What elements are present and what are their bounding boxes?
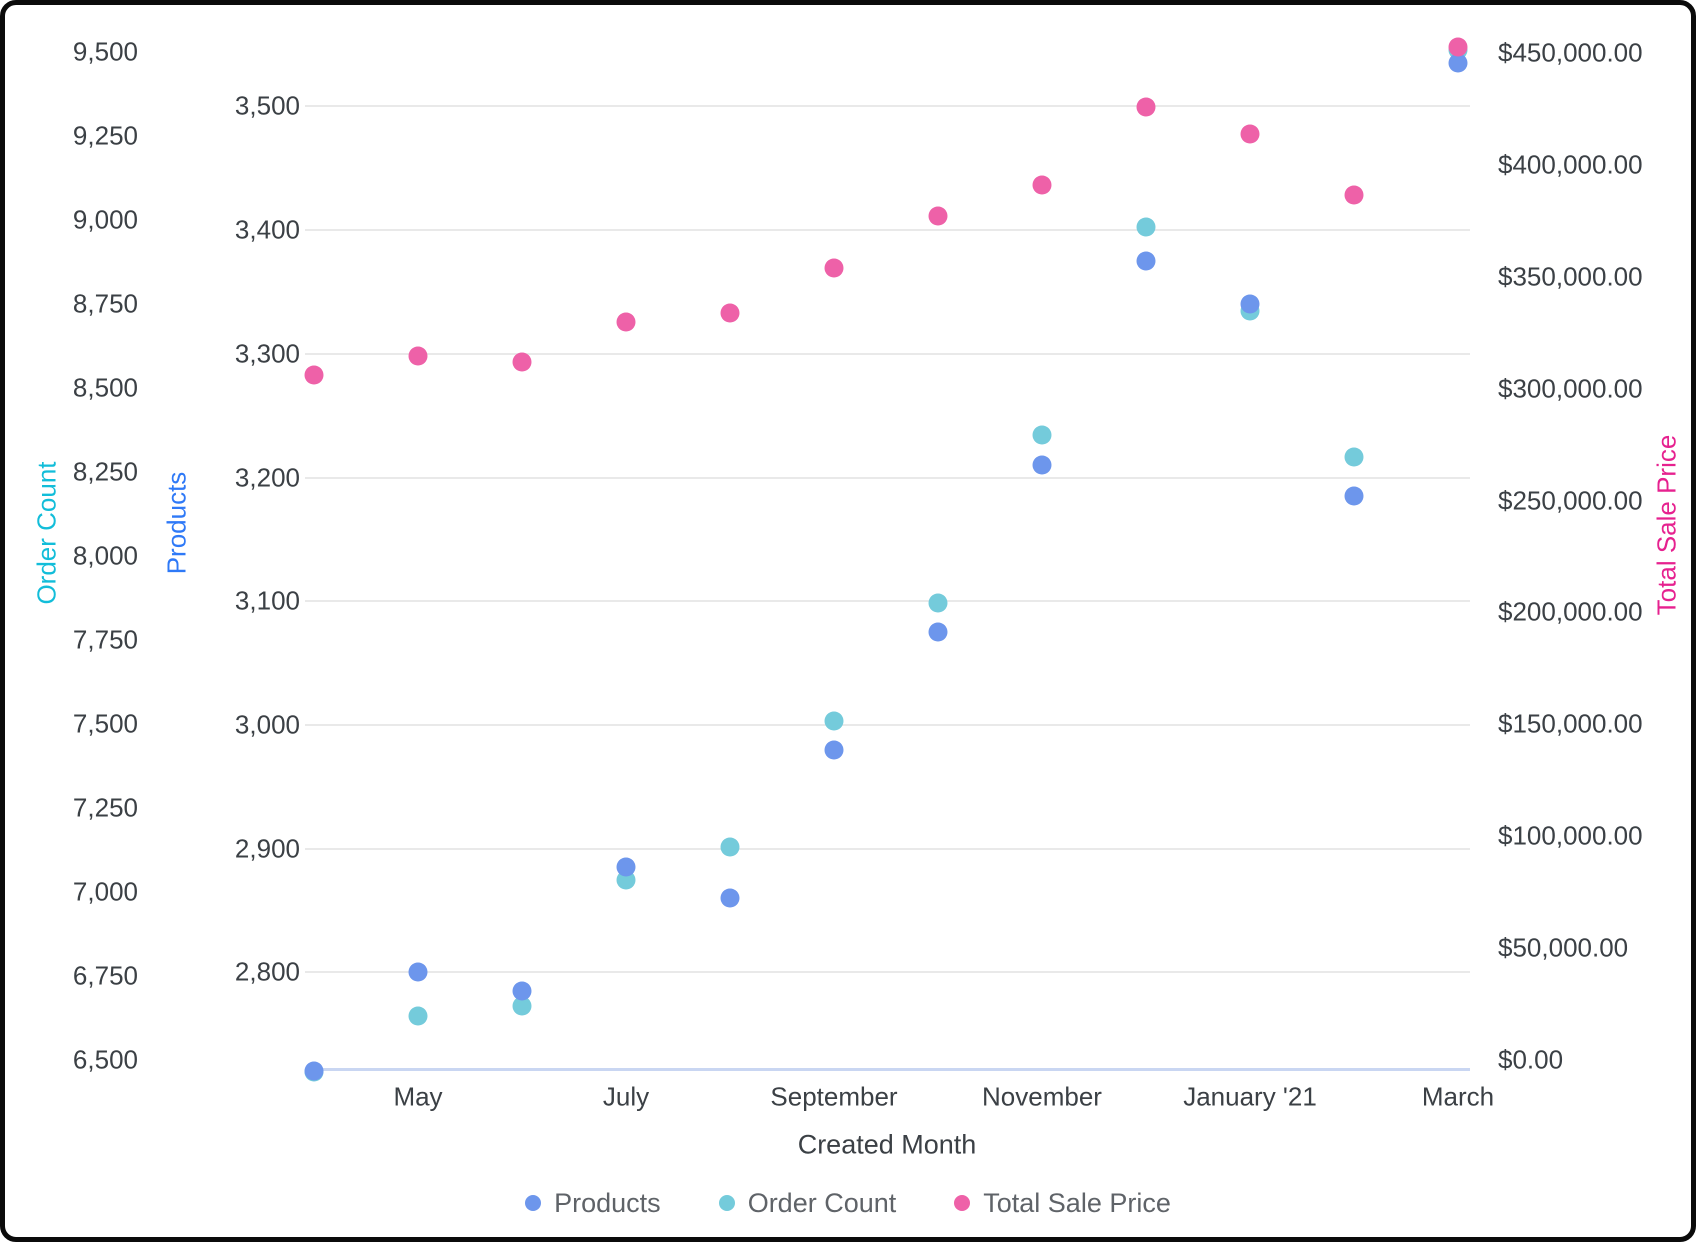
legend-item-order-count[interactable]: Order Count [718, 1187, 897, 1219]
order_count-tick-label: 6,500 [72, 1044, 138, 1075]
data-point-total_sale_price[interactable] [1448, 37, 1468, 57]
order_count-tick-label: 9,000 [72, 204, 138, 235]
x-axis-title: Created Month [797, 1129, 977, 1160]
data-point-total_sale_price[interactable] [512, 352, 532, 372]
gridline [305, 723, 1470, 726]
data-point-order_count[interactable] [1032, 425, 1052, 445]
legend-marker-icon [954, 1195, 971, 1211]
total_sale_price-tick-label: $450,000.00 [1498, 37, 1643, 68]
gridline [305, 476, 1470, 479]
data-point-products[interactable] [1032, 455, 1052, 475]
legend-label: Order Count [747, 1187, 897, 1218]
products-tick-label: 2,900 [234, 833, 300, 864]
x-axis-tick-label: September [770, 1081, 898, 1112]
legend: Products Order Count Total Sale Price [5, 1183, 1691, 1223]
x-axis-tick-label: March [1421, 1081, 1495, 1112]
total_sale_price-tick-label: $100,000.00 [1498, 820, 1643, 851]
data-point-order_count[interactable] [824, 711, 844, 731]
x-axis-tick-label: November [982, 1081, 1102, 1112]
data-point-products[interactable] [1448, 53, 1468, 73]
data-point-products[interactable] [1136, 251, 1156, 271]
data-point-total_sale_price[interactable] [1032, 175, 1052, 195]
order_count-tick-label: 8,500 [72, 372, 138, 403]
data-point-products[interactable] [304, 1061, 324, 1081]
data-point-order_count[interactable] [408, 1006, 428, 1026]
total_sale_price-tick-label: $0.00 [1498, 1044, 1564, 1075]
gridline [305, 600, 1470, 603]
legend-item-total-sale-price[interactable]: Total Sale Price [954, 1188, 1171, 1219]
total_sale_price-tick-label: $250,000.00 [1498, 485, 1643, 516]
order-count-axis-title: Order Count [31, 461, 62, 605]
total-sale-price-axis-title: Total Sale Price [1651, 434, 1682, 616]
data-point-order_count[interactable] [720, 837, 740, 857]
products-tick-label: 3,100 [234, 585, 300, 616]
data-point-products[interactable] [720, 888, 740, 908]
x-axis-tick-label: May [393, 1081, 443, 1112]
order_count-tick-label: 7,000 [72, 876, 138, 907]
data-point-products[interactable] [616, 857, 636, 877]
products-axis-title: Products [161, 471, 192, 575]
gridline [305, 971, 1470, 974]
order_count-tick-label: 9,500 [72, 36, 138, 67]
order_count-tick-label: 9,250 [72, 120, 138, 151]
data-point-products[interactable] [408, 962, 428, 982]
gridline [305, 229, 1470, 232]
data-point-products[interactable] [928, 622, 948, 642]
order_count-tick-label: 8,750 [72, 288, 138, 319]
data-point-products[interactable] [1344, 486, 1364, 506]
products-tick-label: 2,800 [234, 956, 300, 987]
total_sale_price-tick-label: $200,000.00 [1498, 596, 1643, 627]
data-point-total_sale_price[interactable] [1344, 185, 1364, 205]
order_count-tick-label: 8,250 [72, 456, 138, 487]
gridline [305, 105, 1470, 108]
data-point-products[interactable] [824, 740, 844, 760]
order_count-tick-label: 7,750 [72, 624, 138, 655]
x-axis-tick-label: January '21 [1183, 1081, 1317, 1112]
data-point-order_count[interactable] [1344, 447, 1364, 467]
data-point-total_sale_price[interactable] [720, 303, 740, 323]
products-tick-label: 3,300 [234, 338, 300, 369]
order_count-tick-label: 7,500 [72, 708, 138, 739]
products-tick-label: 3,400 [234, 214, 300, 245]
data-point-products[interactable] [512, 981, 532, 1001]
total_sale_price-tick-label: $300,000.00 [1498, 373, 1643, 404]
x-axis-tick-label: July [602, 1081, 650, 1112]
total_sale_price-tick-label: $350,000.00 [1498, 261, 1643, 292]
data-point-order_count[interactable] [512, 996, 532, 1016]
products-tick-label: 3,200 [234, 462, 300, 493]
gridline [305, 847, 1470, 850]
data-point-total_sale_price[interactable] [304, 365, 324, 385]
legend-item-products[interactable]: Products [525, 1188, 661, 1219]
data-point-total_sale_price[interactable] [928, 206, 948, 226]
legend-marker-icon [525, 1195, 542, 1211]
data-point-total_sale_price[interactable] [616, 312, 636, 332]
products-tick-label: 3,500 [234, 90, 300, 121]
order_count-tick-label: 8,000 [72, 540, 138, 571]
total_sale_price-tick-label: $150,000.00 [1498, 708, 1643, 739]
data-point-order_count[interactable] [928, 593, 948, 613]
data-point-total_sale_price[interactable] [824, 258, 844, 278]
data-point-total_sale_price[interactable] [1136, 97, 1156, 117]
data-point-total_sale_price[interactable] [1240, 124, 1260, 144]
x-axis-line [305, 1068, 1470, 1071]
total_sale_price-tick-label: $400,000.00 [1498, 149, 1643, 180]
legend-label: Total Sale Price [983, 1187, 1171, 1218]
order_count-tick-label: 7,250 [72, 792, 138, 823]
data-point-order_count[interactable] [1136, 217, 1156, 237]
products-tick-label: 3,000 [234, 709, 300, 740]
legend-label: Products [554, 1187, 661, 1218]
legend-marker-icon [718, 1195, 735, 1211]
gridline [305, 352, 1470, 355]
total_sale_price-tick-label: $50,000.00 [1498, 932, 1629, 963]
order_count-tick-label: 6,750 [72, 960, 138, 991]
data-point-total_sale_price[interactable] [408, 346, 428, 366]
data-point-products[interactable] [1240, 294, 1260, 314]
